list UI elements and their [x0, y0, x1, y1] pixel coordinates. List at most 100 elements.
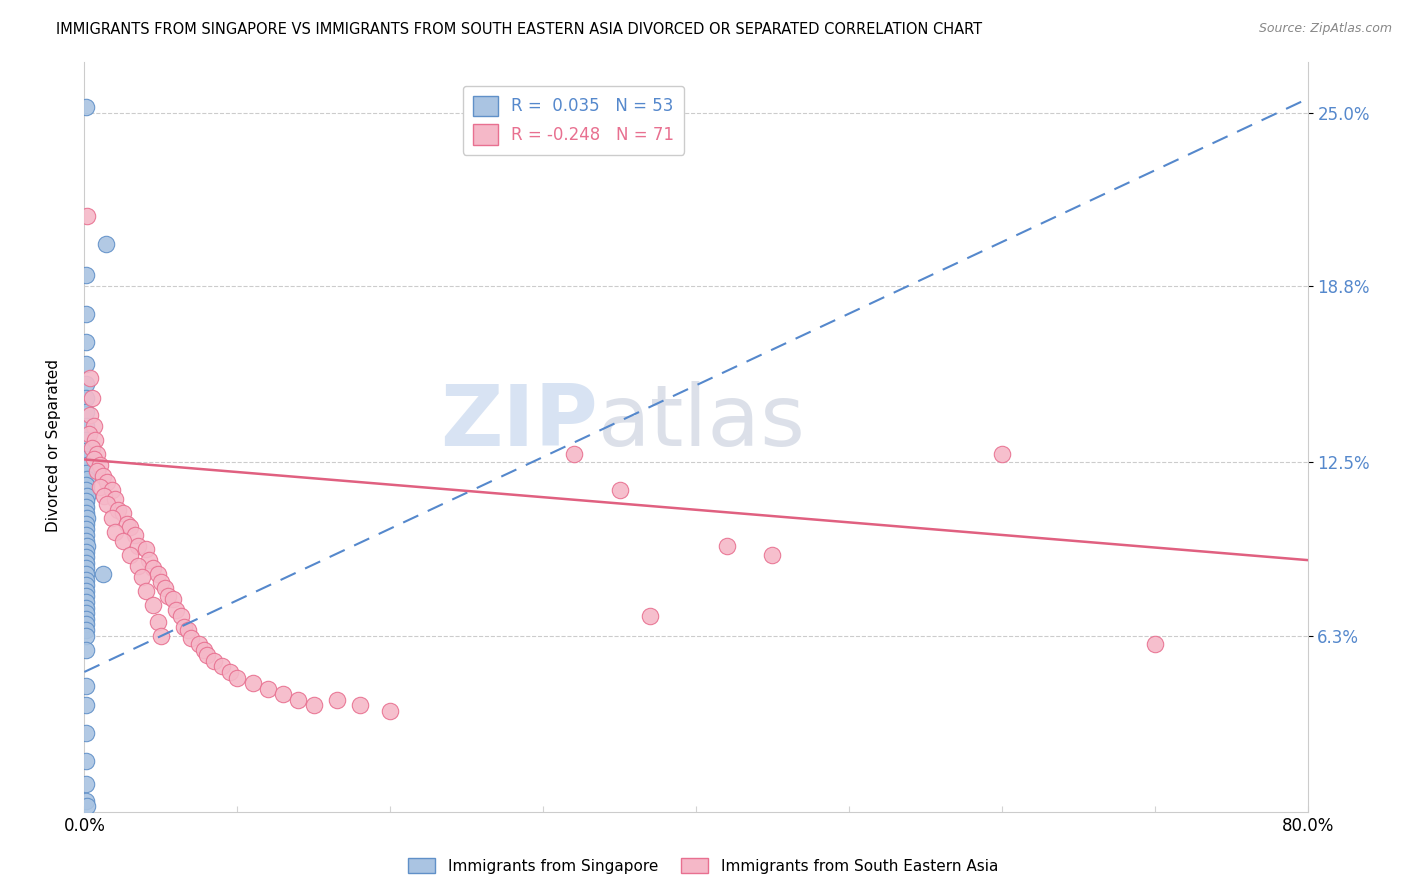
- Point: [93, 489, 115, 503]
- Point: [75, 391, 97, 405]
- Point: [75, 679, 97, 693]
- Point: [302, 698, 325, 713]
- Point: [349, 698, 371, 713]
- Point: [124, 528, 146, 542]
- Point: [127, 539, 149, 553]
- Point: [75, 533, 97, 548]
- Point: [1143, 637, 1166, 651]
- Point: [75, 545, 97, 559]
- Point: [77, 427, 100, 442]
- Point: [180, 632, 202, 646]
- Point: [75, 358, 97, 372]
- Point: [111, 506, 134, 520]
- Point: [107, 502, 129, 516]
- Point: [75, 561, 97, 575]
- Point: [75, 726, 97, 740]
- Point: [83, 452, 105, 467]
- Point: [75, 755, 97, 769]
- Point: [75, 500, 97, 514]
- Point: [75, 405, 97, 419]
- Point: [75, 516, 97, 531]
- Point: [149, 629, 172, 643]
- Point: [75, 506, 97, 520]
- Point: [75, 550, 97, 565]
- Point: [75, 793, 97, 807]
- Point: [86, 447, 108, 461]
- Point: [84, 433, 107, 447]
- Text: ZIP: ZIP: [440, 381, 598, 464]
- Text: IMMIGRANTS FROM SINGAPORE VS IMMIGRANTS FROM SOUTH EASTERN ASIA DIVORCED OR SEPA: IMMIGRANTS FROM SINGAPORE VS IMMIGRANTS …: [56, 22, 983, 37]
- Point: [75, 433, 97, 447]
- Point: [75, 629, 97, 643]
- Point: [202, 654, 225, 668]
- Point: [76, 489, 98, 503]
- Point: [79, 371, 101, 385]
- Point: [111, 533, 134, 548]
- Point: [380, 704, 402, 718]
- Point: [127, 558, 149, 573]
- Point: [91, 469, 114, 483]
- Text: atlas: atlas: [598, 381, 806, 464]
- Point: [75, 494, 97, 508]
- Point: [80, 391, 103, 405]
- Point: [89, 480, 111, 494]
- Point: [188, 637, 211, 651]
- Point: [325, 693, 347, 707]
- Point: [94, 237, 117, 252]
- Point: [75, 590, 97, 604]
- Point: [91, 567, 114, 582]
- Point: [165, 603, 187, 617]
- Point: [76, 539, 98, 553]
- Point: [75, 477, 97, 491]
- Point: [242, 676, 264, 690]
- Point: [157, 590, 180, 604]
- Point: [135, 583, 157, 598]
- Point: [609, 483, 631, 498]
- Point: [96, 475, 118, 489]
- Point: [155, 581, 177, 595]
- Point: [101, 511, 124, 525]
- Point: [638, 609, 661, 624]
- Point: [195, 648, 218, 662]
- Point: [162, 592, 184, 607]
- Point: [75, 522, 97, 536]
- Point: [991, 447, 1014, 461]
- Point: [76, 511, 98, 525]
- Point: [80, 442, 103, 456]
- Point: [75, 307, 97, 321]
- Point: [79, 408, 101, 422]
- Point: [75, 617, 97, 632]
- Legend: R =  0.035   N = 53, R = -0.248   N = 71: R = 0.035 N = 53, R = -0.248 N = 71: [463, 86, 685, 154]
- Point: [138, 553, 160, 567]
- Point: [76, 458, 98, 472]
- Legend: Immigrants from Singapore, Immigrants from South Eastern Asia: Immigrants from Singapore, Immigrants fr…: [402, 852, 1004, 880]
- Point: [75, 583, 97, 598]
- Point: [75, 698, 97, 713]
- Point: [75, 595, 97, 609]
- Point: [76, 472, 98, 486]
- Point: [142, 598, 165, 612]
- Point: [75, 556, 97, 570]
- Point: [75, 567, 97, 582]
- Point: [101, 483, 124, 498]
- Point: [287, 693, 309, 707]
- Point: [193, 642, 215, 657]
- Point: [83, 418, 105, 433]
- Point: [562, 447, 585, 461]
- Point: [177, 623, 200, 637]
- Point: [75, 578, 97, 592]
- Text: Source: ZipAtlas.com: Source: ZipAtlas.com: [1258, 22, 1392, 36]
- Point: [257, 681, 280, 696]
- Point: [149, 575, 172, 590]
- Point: [115, 516, 138, 531]
- Point: [218, 665, 240, 679]
- Point: [96, 497, 118, 511]
- Point: [120, 519, 142, 533]
- Point: [75, 600, 97, 615]
- Point: [146, 567, 169, 582]
- Point: [271, 687, 294, 701]
- Point: [75, 418, 97, 433]
- Point: [76, 799, 98, 814]
- Point: [76, 209, 98, 223]
- Point: [75, 334, 97, 349]
